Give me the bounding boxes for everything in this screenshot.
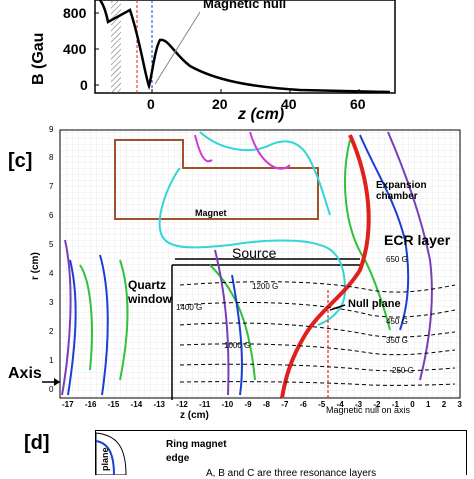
magnet-label: Magnet — [195, 208, 227, 218]
contour-purple — [61, 131, 433, 396]
contour-1200g: 1200 G — [252, 282, 279, 291]
y-tick: 0 — [49, 385, 54, 394]
x-tick: -2 — [373, 400, 381, 409]
x-tick: -4 — [336, 400, 344, 409]
null-axis-label: Magnetic null on axis — [326, 405, 411, 415]
annotation-magnetic-null: Magnetic null — [203, 0, 287, 11]
y-tick-0: 0 — [80, 77, 88, 93]
ring-magnet-label: Ring magnet — [166, 439, 227, 450]
x-tick: -17 — [62, 400, 74, 409]
y-tick: 7 — [49, 182, 54, 191]
y-axis-label-top: B (Gau — [30, 32, 47, 85]
side-plane-label: plane — [100, 447, 110, 471]
y-tick-800: 800 — [63, 5, 87, 21]
plot-frame — [59, 129, 461, 399]
y-tick-400: 400 — [63, 41, 87, 57]
x-tick-40: 40 — [281, 96, 297, 112]
x-tick: -5 — [318, 400, 326, 409]
x-tick: -14 — [130, 400, 143, 409]
null-plane-label: Null plane — [348, 298, 401, 310]
magnet-outline — [114, 139, 319, 220]
x-tick: -16 — [84, 400, 97, 409]
x-tick: 3 — [457, 400, 462, 409]
x-tick: -6 — [299, 400, 307, 409]
x-tick: -8 — [262, 400, 270, 409]
contour-250g: 250 G — [392, 366, 414, 375]
b-field-plot — [94, 0, 396, 94]
magnet-region-hatch — [111, 0, 121, 93]
x-tick: -13 — [153, 400, 165, 409]
null-pointer-line — [154, 11, 201, 85]
panel-d-tag: [d] — [24, 432, 50, 454]
contour-350g: 350 G — [386, 336, 408, 345]
x-tick: -3 — [354, 400, 363, 409]
y-tick: 2 — [49, 327, 54, 336]
x-tick: -9 — [244, 400, 252, 409]
contour-650g: 650 G — [386, 255, 408, 264]
axis-label: Axis — [8, 365, 42, 382]
contour-450g: 450 G — [386, 317, 408, 326]
source-label: Source — [232, 245, 277, 261]
contour-blue — [67, 134, 410, 396]
x-tick-20: 20 — [212, 96, 228, 112]
x-tick: -15 — [107, 400, 120, 409]
y-tick: 3 — [49, 298, 54, 307]
ecr-layer-label: ECR layer — [384, 232, 451, 248]
x-tick: -7 — [281, 400, 289, 409]
panel-b-vs-z: Magnetic null 800 400 0 0 20 40 60 z (cm… — [0, 0, 474, 135]
y-tick: 4 — [49, 269, 54, 278]
x-tick-0: 0 — [147, 96, 155, 112]
x-axis-label-top: z (cm) — [238, 106, 285, 123]
y-tick: 9 — [49, 125, 54, 134]
x-tick: 0 — [410, 400, 415, 409]
x-ticks: -17 -16 -15 -14 -13 -12 -11 -10 -9 -8 -7… — [62, 400, 462, 409]
b-field-curve — [98, 0, 391, 94]
contour-magenta — [194, 131, 291, 170]
contour-plot — [42, 129, 461, 400]
expansion-chamber-label: Expansion chamber — [376, 180, 427, 202]
x-tick: -1 — [391, 400, 399, 409]
source-bracket — [171, 264, 363, 400]
contour-1000g: 1000 G — [224, 341, 251, 350]
field-lines — [179, 281, 456, 386]
x-tick: 2 — [441, 400, 447, 409]
x-tick: -11 — [199, 400, 211, 409]
edge-label: edge — [166, 453, 190, 464]
contour-1400g: 1400 G — [176, 303, 203, 312]
ring-magnet-shape — [96, 432, 127, 475]
panel-c-tag: [c] — [8, 150, 33, 172]
y-axis-label-c: r (cm) — [30, 252, 41, 280]
y-tick: 6 — [49, 211, 54, 220]
quartz-window-label: Quartz window — [128, 278, 172, 306]
x-tick: -12 — [176, 400, 188, 409]
y-tick: 1 — [49, 356, 54, 365]
y-tick: 5 — [49, 240, 54, 249]
x-axis-label-c: z (cm) — [180, 410, 209, 421]
x-tick: 1 — [425, 400, 431, 409]
null-plane-arrow — [329, 304, 346, 311]
y-tick: 8 — [49, 153, 54, 162]
contour-green — [79, 139, 391, 381]
x-tick-60: 60 — [350, 96, 366, 112]
x-tick: -10 — [221, 400, 234, 409]
ecr-layer-curve — [280, 134, 371, 399]
panel-c-contour-map: Magnet Source Quartz window Expansion ch… — [0, 120, 474, 420]
panel-d-box: plane Ring magnet edge A, B and C are th… — [95, 430, 467, 479]
